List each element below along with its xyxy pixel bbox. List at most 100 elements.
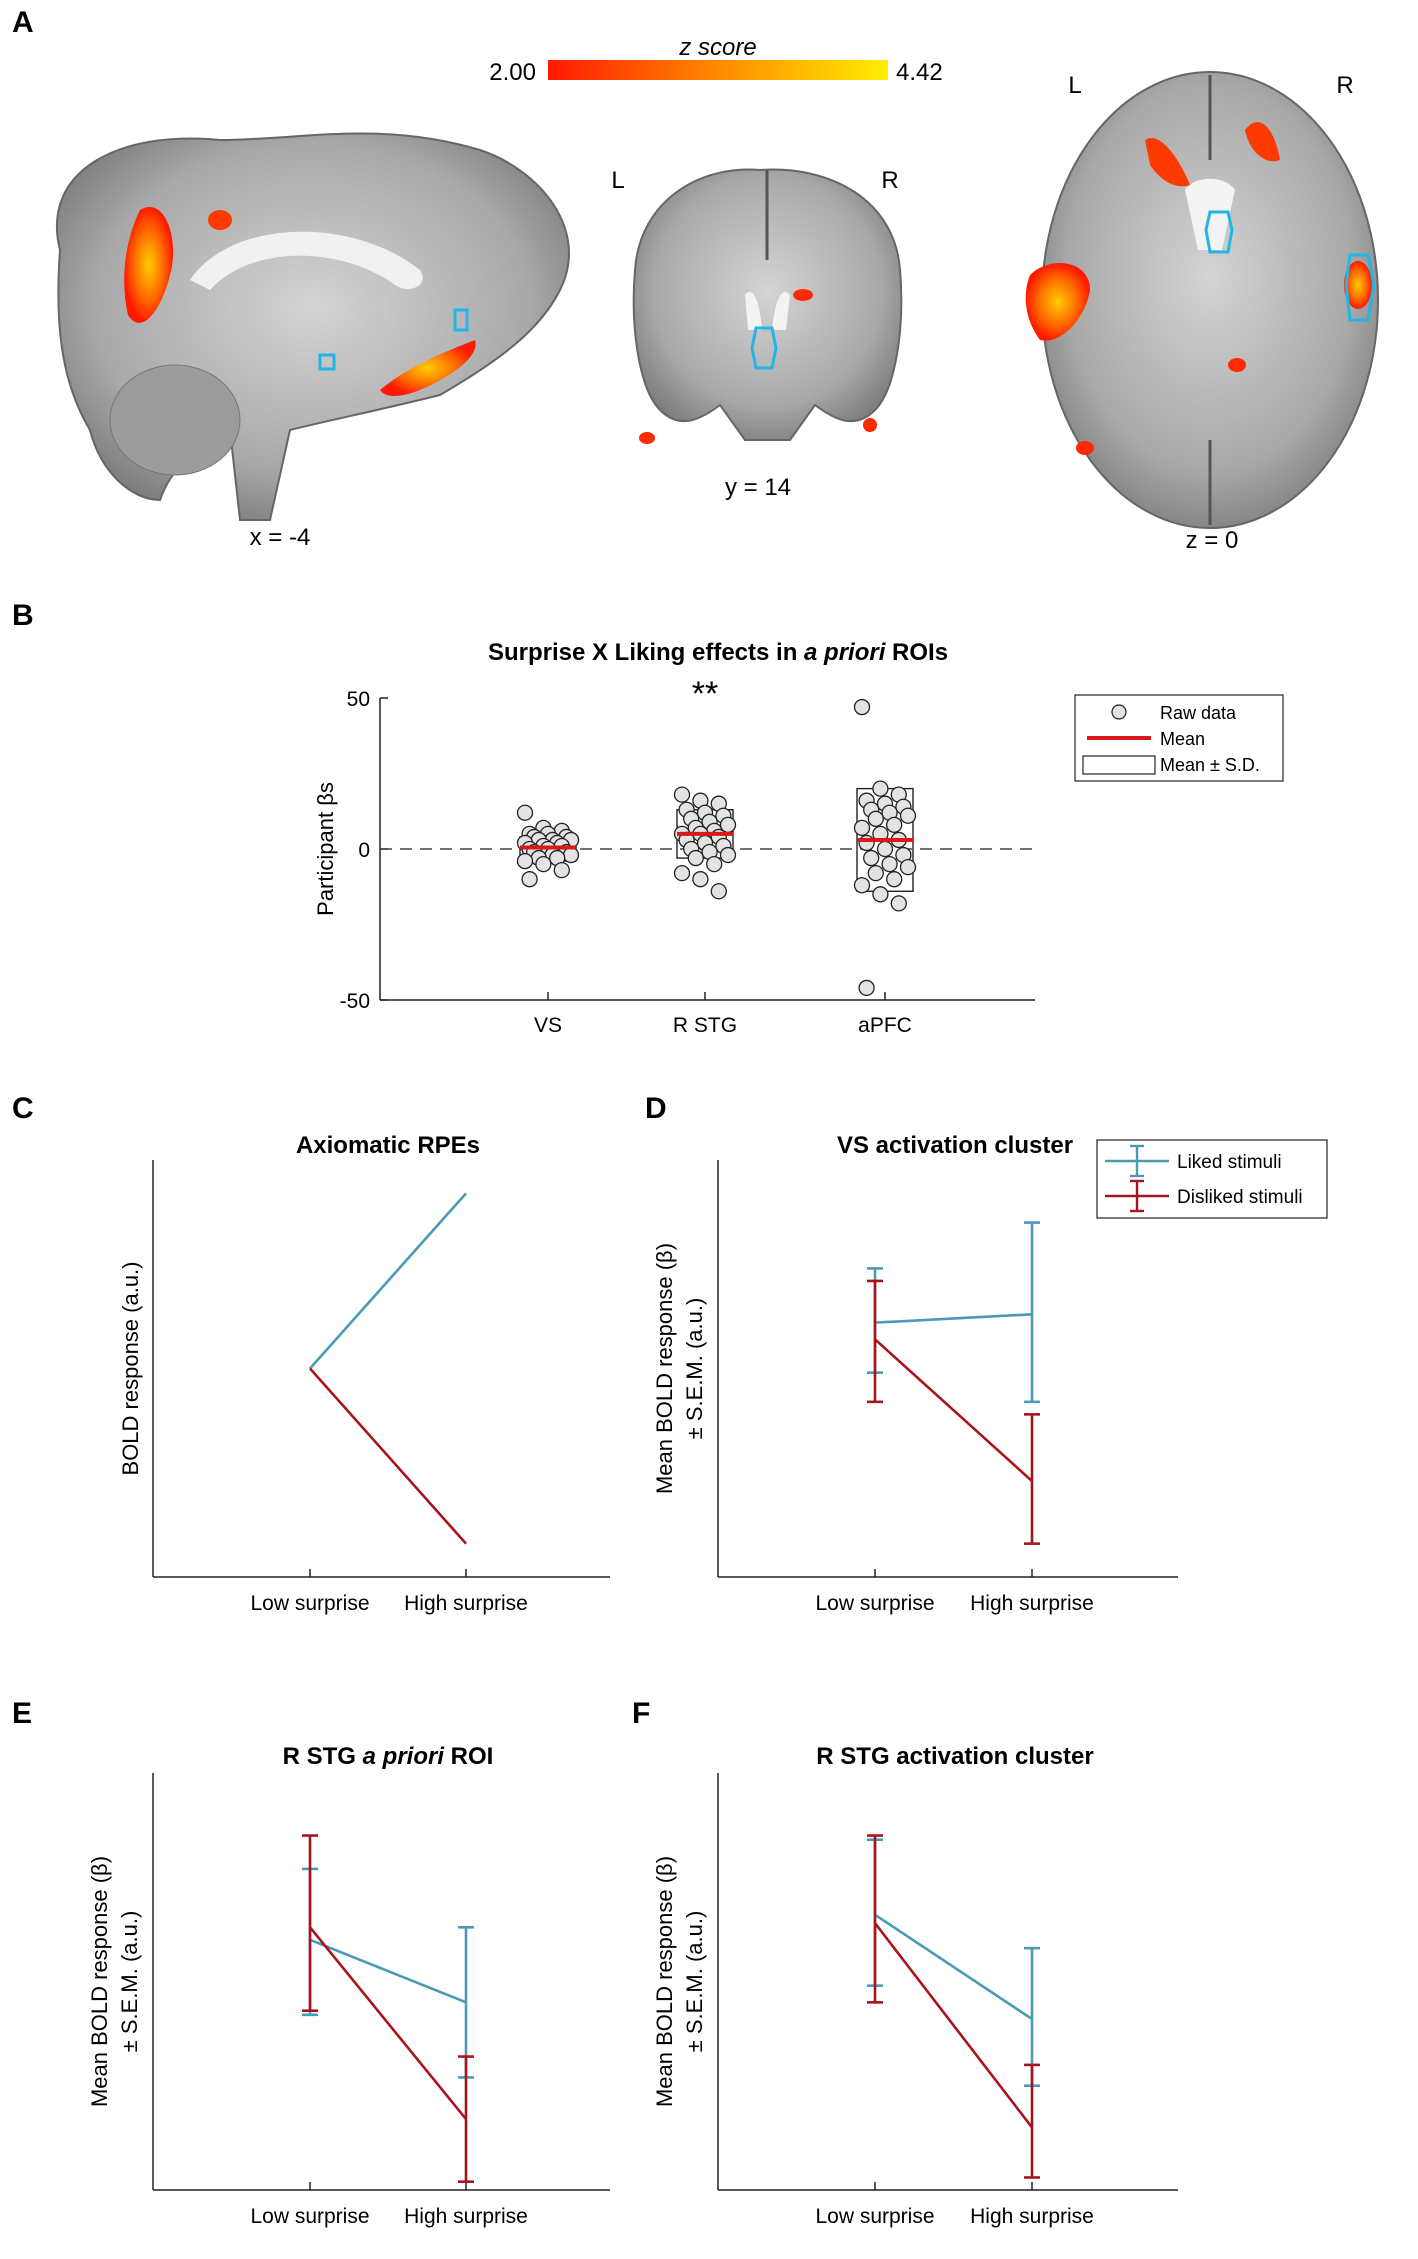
coronal-coord-label: y = 14 [725,474,791,501]
chart-title: Surprise X Liking effects in a priori RO… [488,639,948,666]
raw-data-point [872,886,889,903]
legend-label: Mean ± S.D. [1160,755,1260,775]
series-line [874,1338,1033,1483]
raw-data-point [876,840,894,858]
raw-data-point [521,871,538,888]
panel-f: F R STG activation cluster Mean BOLD resp… [632,1697,1178,2228]
raw-data-point [853,877,871,894]
y-tick-label: 50 [347,688,370,711]
raw-data-point [553,861,570,879]
raw-data-point [863,849,880,867]
raw-data-point [881,855,898,873]
activation-blob [1145,138,1190,187]
chart-title: R STG a priori ROI [283,1743,494,1770]
activation-blob [1245,121,1280,162]
chart-title-part: ROI [444,1743,493,1770]
coronal-brain-slice: L R y = 14 [611,167,903,501]
axial-coord-label: z = 0 [1186,527,1239,554]
panel-e: E R STG a priori ROI Mean BOLD response (… [12,1697,610,2228]
colorbar: z score 2.00 4.42 [489,34,942,86]
series-line [309,1367,467,1545]
x-tick-label: VS [534,1014,562,1037]
raw-data-point [673,786,691,803]
x-tick-label: Low surprise [250,1592,369,1615]
legend-label: Liked stimuli [1177,1152,1282,1173]
ventricle [745,291,790,330]
x-tick-label: aPFC [858,1014,912,1037]
y-axis-label: Mean BOLD response (β) [652,1243,677,1494]
chart-title: Axiomatic RPEs [296,1132,480,1159]
colorbar-min: 2.00 [489,59,536,86]
y-axis-label: Mean BOLD response (β) [87,1856,112,2107]
y-axis-label: BOLD response (a.u.) [118,1262,143,1476]
y-tick-label: -50 [340,990,370,1013]
panel-c-chart: Axiomatic RPEs BOLD response (a.u.) Low su… [118,1132,610,1615]
panel-a: A z score 2.00 4.42 x = -4 L R [12,6,1379,554]
activation-blob [863,418,877,432]
x-tick-label: High surprise [404,2205,528,2228]
panel-c: C Axiomatic RPEs BOLD response (a.u.) Low … [12,1092,610,1615]
x-tick-label: R STG [673,1014,737,1037]
y-axis-label: Mean BOLD response (β) [652,1856,677,2107]
y-axis-label: ± S.E.M. (a.u.) [682,1298,707,1440]
axial-brain-slice: L R z = 0 [1025,71,1379,554]
panel-b: B Surprise X Liking effects in a priori … [12,599,1284,1037]
raw-data-point [562,846,580,864]
x-tick-label: Low surprise [815,1592,934,1615]
raw-data-point [692,871,709,888]
legend-label: Disliked stimuli [1177,1187,1303,1208]
chart-title: R STG activation cluster [816,1743,1093,1770]
raw-data-point [858,979,875,997]
corpus-callosum [190,231,423,290]
series-line [309,1938,467,2004]
raw-data-point [706,855,723,873]
roi-outline [1344,253,1376,322]
raw-data-point [872,780,889,797]
activation-blob [793,289,813,301]
panel-d: D VS activation cluster Mean BOLD respons… [645,1092,1328,1615]
significance-marker: ** [692,675,718,713]
chart-title-part: a priori [363,1743,446,1770]
roi-outline [1204,210,1234,254]
colorbar-max: 4.42 [896,59,943,86]
panel-d-letter: D [645,1092,667,1125]
chart-title-part: VS activation cluster [837,1132,1073,1159]
sagittal-coord-label: x = -4 [250,524,311,551]
panel-b-letter: B [12,599,34,632]
cerebellum [109,364,241,476]
activation-blob [1228,358,1246,372]
raw-data-point [886,816,903,833]
raw-data-point [853,819,871,837]
y-axis-label: ± S.E.M. (a.u.) [682,1911,707,2053]
roi-outline [453,308,469,332]
legend-sd-marker [1082,755,1156,775]
series-line [308,1926,468,2120]
chart-title-part: R STG activation cluster [816,1743,1093,1770]
x-tick-label: High surprise [970,1592,1094,1615]
raw-data-point [719,846,737,864]
chart-title: VS activation cluster [837,1132,1073,1159]
raw-data-point [890,895,907,912]
activation-blob [1025,263,1090,341]
legend-box [1096,1139,1328,1219]
activation-blob [1344,261,1372,309]
panel-e-chart: R STG a priori ROI Mean BOLD response (β)… [87,1743,610,2228]
coronal-left-label: L [611,167,624,194]
series-line [873,1922,1034,2129]
series-line [874,1312,1033,1324]
axial-left-label: L [1068,72,1081,99]
panel-d-chart: VS activation cluster Mean BOLD response … [652,1132,1328,1615]
axial-right-label: R [1336,72,1353,99]
coronal-right-label: R [881,167,898,194]
panel-b-chart: Surprise X Liking effects in a priori RO… [313,639,1284,1037]
raw-data-point [535,855,552,873]
x-tick-label: Low surprise [250,2205,369,2228]
raw-data-point [687,849,704,867]
activation-blob [380,340,476,396]
panel-c-letter: C [12,1092,34,1125]
x-tick-label: High surprise [970,2205,1094,2228]
y-tick-label: 0 [358,839,370,862]
legend-label: Mean [1160,729,1205,749]
raw-data-point [853,698,871,716]
raw-data-point [516,804,534,821]
